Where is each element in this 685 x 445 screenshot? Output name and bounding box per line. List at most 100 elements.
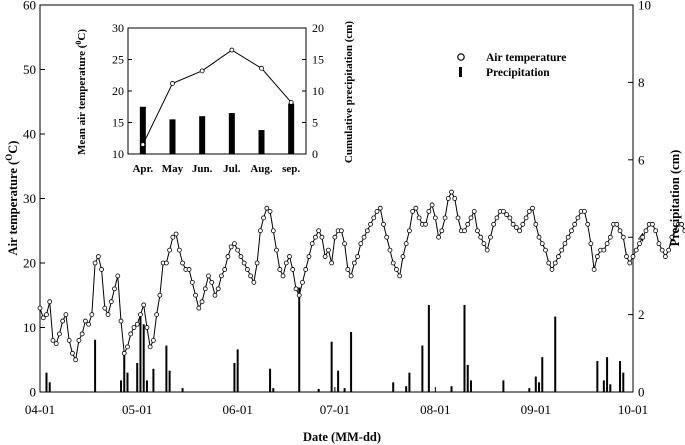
- temperature-point: [219, 273, 224, 279]
- temperature-point: [471, 208, 477, 214]
- temperature-point: [413, 205, 419, 211]
- temperature-point: [257, 228, 263, 234]
- temperature-point: [248, 273, 254, 279]
- temperature-point: [232, 241, 237, 247]
- temperature-point: [270, 228, 276, 234]
- precipitation-bar: [602, 380, 605, 392]
- temperature-point: [144, 325, 150, 330]
- temperature-point: [381, 221, 386, 227]
- inset-chart: 10 15 20 25 30 0 5 10 15 20 Apr. May Jun. Jul. Aug. sep…: [112, 21, 324, 175]
- inset-y-right-tick-label: 20: [312, 21, 324, 35]
- temperature-point: [316, 228, 322, 234]
- inset-precipitation-bar: [288, 103, 295, 154]
- temperature-point: [95, 254, 101, 259]
- temperature-point: [533, 221, 539, 227]
- temperature-point: [449, 189, 454, 195]
- y-right-tick-label: 8: [638, 75, 645, 90]
- temperature-point: [481, 241, 487, 247]
- inset-temperature-point: [170, 81, 175, 86]
- temperature-point: [351, 260, 357, 266]
- legend-temperature-marker: [457, 53, 465, 61]
- temperature-point: [225, 254, 231, 259]
- temperature-point: [510, 221, 516, 227]
- inset-temperature-point: [229, 47, 235, 53]
- temperature-point: [206, 273, 211, 279]
- temperature-point: [92, 260, 98, 266]
- temperature-point: [261, 215, 266, 221]
- temperature-point: [251, 279, 257, 285]
- legend-precipitation-label: Precipitation: [486, 67, 550, 79]
- inset-y-right-tick-label: 0: [312, 147, 318, 161]
- temperature-point: [364, 228, 370, 234]
- temperature-point: [63, 312, 69, 318]
- y-right-tick-label: 6: [638, 152, 645, 167]
- temperature-point: [572, 221, 578, 227]
- temperature-point: [400, 254, 406, 259]
- temperature-point: [163, 260, 169, 266]
- temperature-point: [306, 254, 312, 259]
- precipitation-bar: [554, 316, 557, 392]
- temperature-point: [108, 299, 114, 305]
- temperature-point: [348, 273, 354, 279]
- temperature-point: [102, 305, 108, 311]
- temperature-point: [394, 267, 399, 272]
- temperature-point: [173, 231, 179, 237]
- temperature-point: [212, 292, 218, 298]
- inset-y-left-label: Mean air temperature (0C): [74, 29, 88, 155]
- x-tick-label: 04-01: [25, 402, 55, 417]
- temperature-point: [82, 318, 88, 324]
- x-tick-label: 07-01: [320, 402, 350, 417]
- temperature-point: [523, 215, 529, 221]
- temperature-point: [176, 247, 182, 253]
- temperature-point: [53, 341, 59, 347]
- temperature-point: [196, 305, 202, 311]
- temperature-point: [345, 267, 351, 272]
- temperature-point: [228, 244, 234, 250]
- temperature-point: [274, 247, 279, 253]
- x-tick-label: 08-01: [420, 402, 450, 417]
- inset-precipitation-bar: [228, 113, 235, 154]
- precipitation-bar: [421, 345, 424, 392]
- temperature-point: [313, 234, 318, 240]
- temperature-point: [403, 241, 409, 247]
- temperature-point: [656, 241, 662, 247]
- temperature-point: [559, 247, 565, 253]
- temperature-point: [384, 234, 390, 240]
- temperature-point: [581, 208, 587, 214]
- temperature-point: [439, 228, 445, 234]
- y-right-tick-label: 10: [638, 0, 651, 13]
- temperature-point: [128, 331, 134, 337]
- temperature-point: [507, 215, 513, 221]
- temperature-point: [666, 247, 672, 253]
- temperature-point: [115, 273, 121, 279]
- precipitation-bar: [538, 382, 541, 392]
- precipitation-bar: [502, 380, 505, 392]
- temperature-point: [416, 215, 422, 221]
- temperature-point: [277, 267, 283, 272]
- temperature-point: [640, 234, 646, 240]
- precipitation-bar: [233, 362, 236, 392]
- precipitation-bar: [622, 372, 625, 392]
- temperature-point: [361, 234, 367, 240]
- temperature-point: [235, 247, 241, 253]
- inset-precipitation-bar: [258, 130, 265, 154]
- precipitation-bar: [181, 388, 184, 392]
- precipitation-bar: [619, 361, 622, 392]
- precipitation-bar: [317, 388, 320, 392]
- inset-y-left-tick-label: 30: [112, 21, 124, 35]
- precipitation-bar: [45, 372, 48, 392]
- temperature-point: [329, 260, 335, 266]
- precipitation-bar: [139, 312, 142, 392]
- precipitation-bar: [528, 388, 531, 392]
- temperature-point: [264, 205, 270, 211]
- x-tick-label: 10-01: [618, 402, 648, 417]
- temperature-point: [342, 241, 348, 247]
- temperature-point: [423, 221, 429, 227]
- temperature-point: [170, 234, 176, 240]
- inset-temperature-point: [259, 65, 264, 71]
- temperature-point: [358, 241, 364, 247]
- temperature-point: [215, 286, 221, 292]
- inset-y-right-tick-label: 5: [312, 116, 318, 130]
- precipitation-bar: [450, 386, 453, 392]
